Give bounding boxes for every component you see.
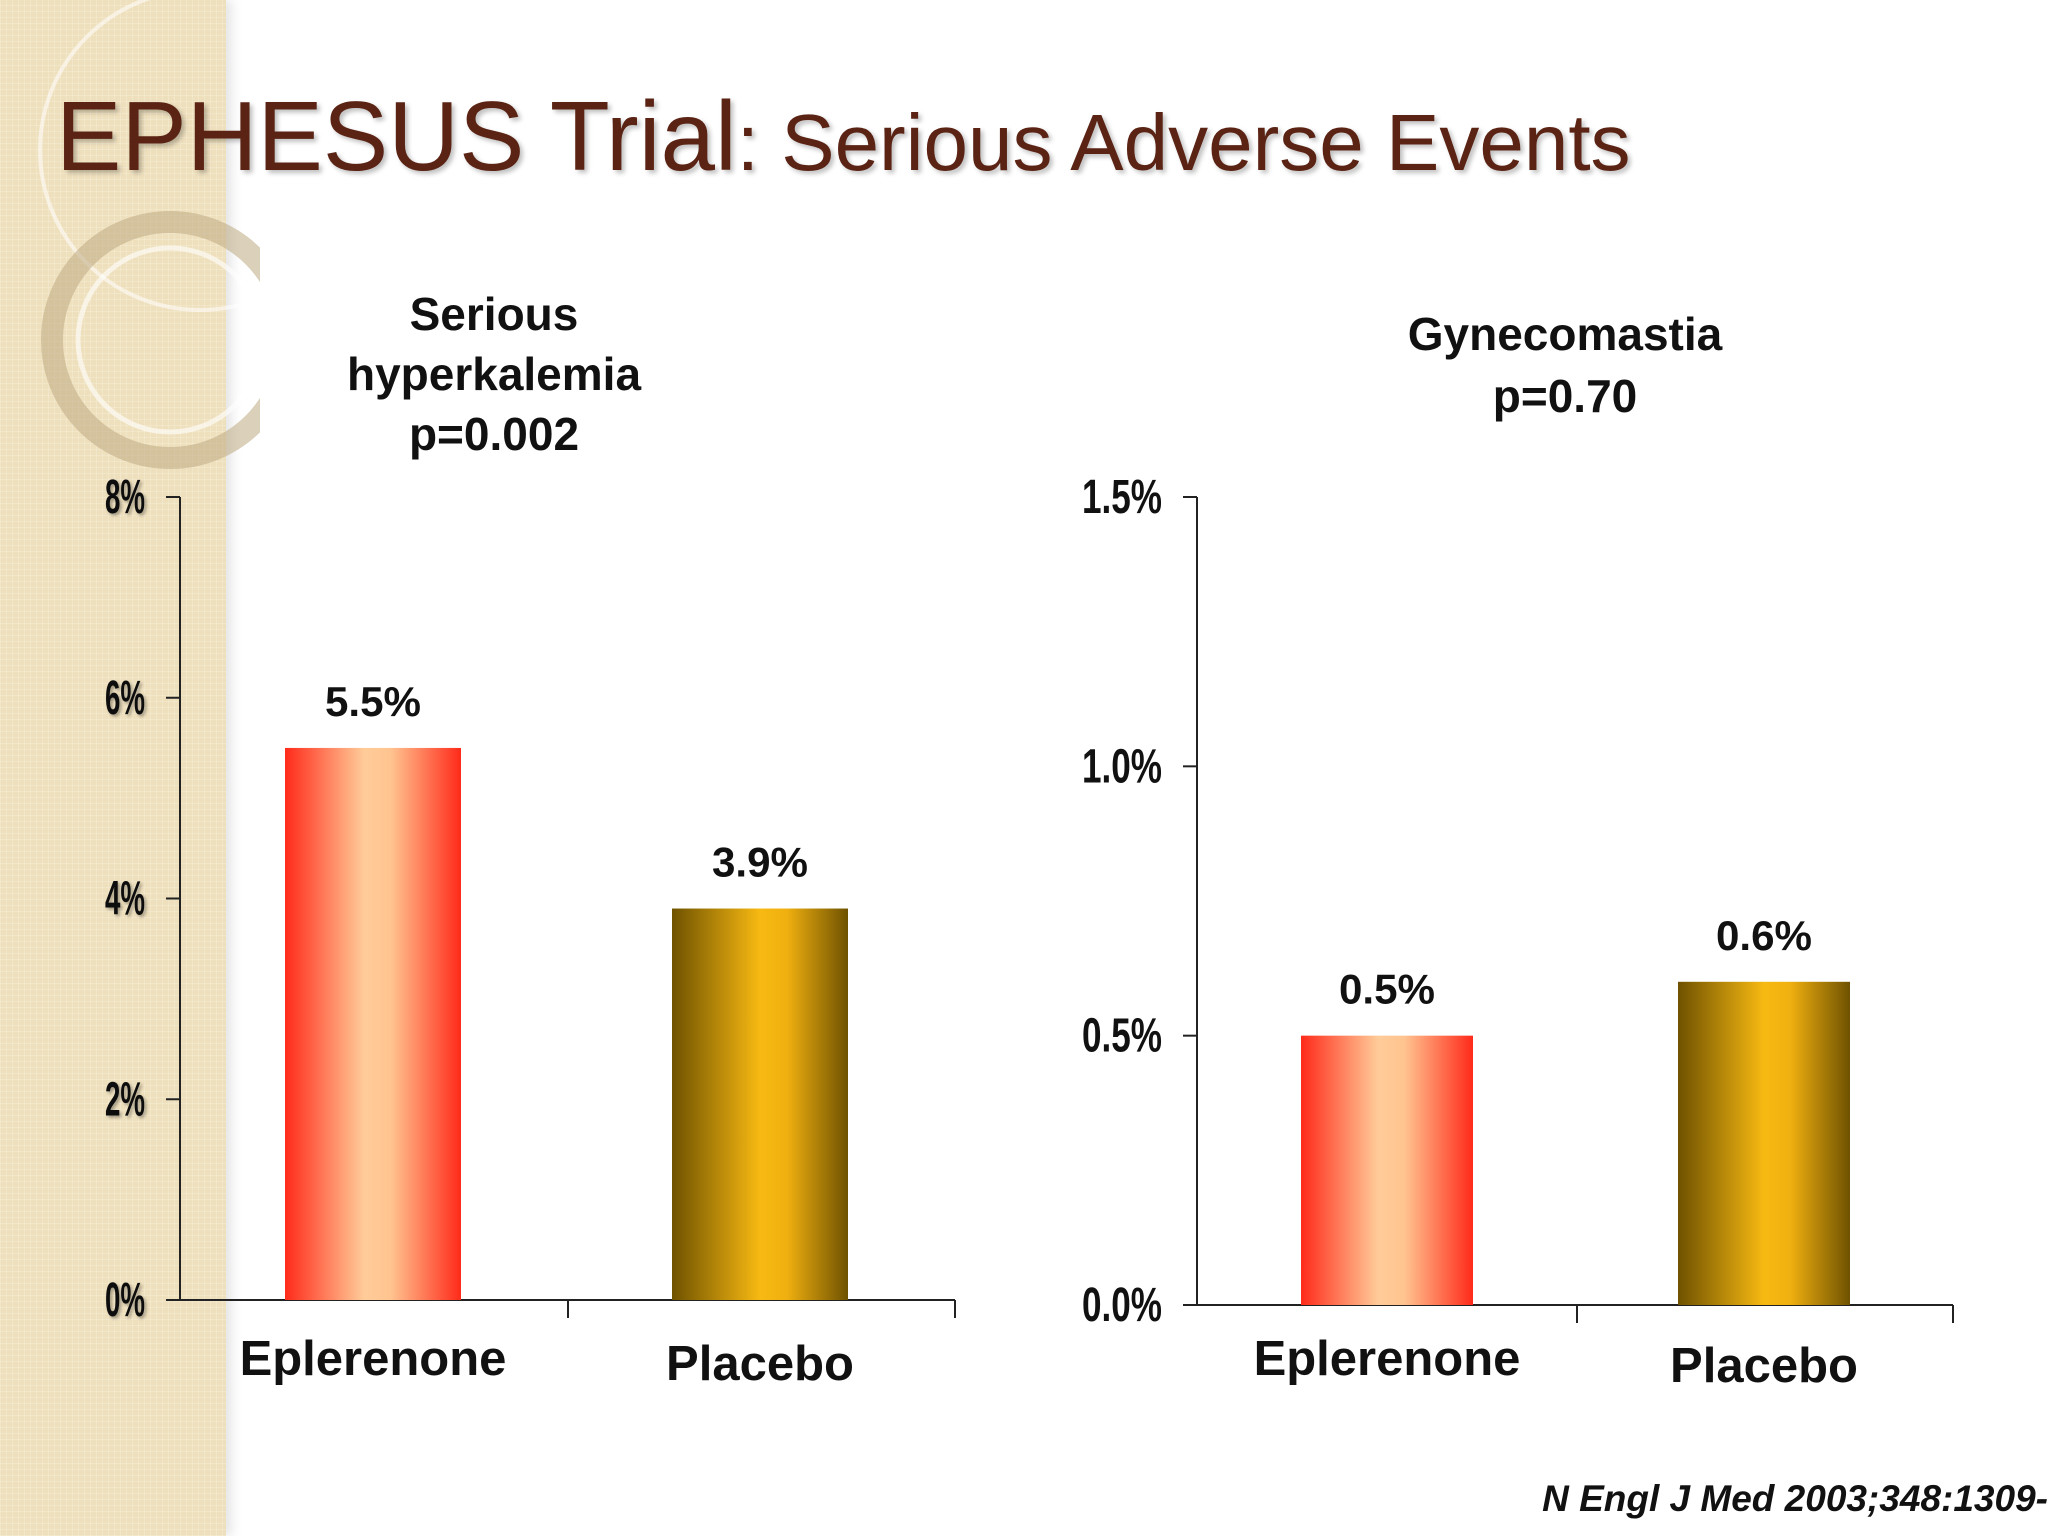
bar-eplerenone <box>1301 1035 1473 1305</box>
chart-2: Gynecomastia p=0.70 0.0% 0.5% 1.0% 1.5% 0.5% Ep… <box>1082 308 1954 1393</box>
chart-1: Serious hyperkalemia p=0.002 0% 2% 4% 6% 8% 5.5%… <box>105 288 956 1391</box>
citation: N Engl J Med 2003;348:1309- <box>1542 1478 2048 1519</box>
chart-title-line: hyperkalemia <box>347 348 641 400</box>
x-category-label: Eplerenone <box>240 1332 507 1386</box>
bar-placebo <box>672 908 848 1300</box>
data-label: 3.9% <box>712 839 808 886</box>
data-label: 0.5% <box>1339 966 1435 1013</box>
y-tick-label: 4% <box>105 873 145 926</box>
chart-title-line: p=0.70 <box>1493 370 1638 422</box>
data-label: 0.6% <box>1716 912 1812 959</box>
decorative-rings-icon <box>38 0 260 469</box>
x-category-label: Placebo <box>1670 1339 1858 1393</box>
bar-placebo <box>1678 981 1850 1305</box>
y-tick-label: 0.5% <box>1082 1010 1162 1063</box>
y-tick-label: 2% <box>105 1073 145 1126</box>
bar-eplerenone <box>285 747 461 1300</box>
x-category-label: Eplerenone <box>1254 1332 1521 1386</box>
y-tick-label: 0% <box>105 1274 145 1327</box>
chart-title-line: p=0.002 <box>409 408 579 460</box>
chart-title-line: Serious <box>410 288 579 340</box>
y-tick-label: 8% <box>105 471 145 524</box>
slide-title: EPHESUS Trial: Serious Adverse Events <box>56 80 1631 193</box>
x-category-label: Placebo <box>666 1337 854 1391</box>
data-label: 5.5% <box>325 678 421 725</box>
decorative-side-panel <box>0 0 226 1536</box>
y-tick-label: 0.0% <box>1082 1279 1162 1332</box>
y-tick-label: 1.0% <box>1082 740 1162 793</box>
y-tick-label: 1.5% <box>1082 471 1162 524</box>
y-tick-label: 6% <box>105 672 145 725</box>
title-subtitle: : Serious Adverse Events <box>736 98 1631 187</box>
chart-title-line: Gynecomastia <box>1408 308 1723 360</box>
title-main: EPHESUS Trial <box>56 81 737 191</box>
